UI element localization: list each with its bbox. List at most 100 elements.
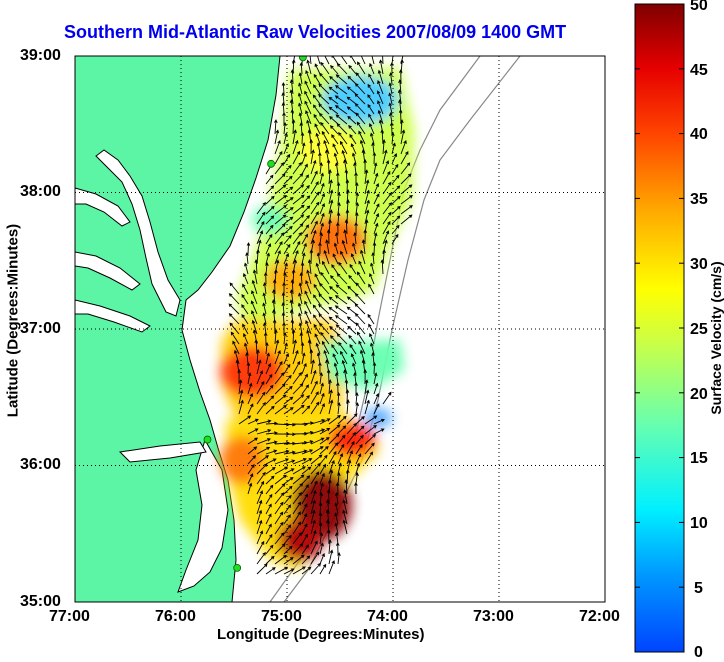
colorbar-tick-label: 20 bbox=[690, 386, 708, 403]
velocity-arrow bbox=[400, 184, 413, 195]
velocity-arrow bbox=[283, 568, 295, 575]
velocity-arrow bbox=[382, 149, 388, 165]
bay-river bbox=[75, 251, 141, 291]
velocity-arrow bbox=[265, 533, 273, 545]
velocity-arrow bbox=[346, 441, 355, 455]
velocity-arrow bbox=[369, 332, 375, 345]
velocity-arrow bbox=[282, 112, 286, 125]
velocity-arrow bbox=[305, 110, 312, 125]
velocity-arrow bbox=[337, 425, 347, 435]
velocity-arrow bbox=[328, 296, 339, 305]
velocity-arrow bbox=[368, 113, 375, 125]
velocity-arrow bbox=[251, 290, 258, 305]
velocity-arrow bbox=[348, 274, 357, 285]
velocity-arrow bbox=[283, 225, 293, 235]
velocity-arrow bbox=[319, 372, 323, 385]
velocity-arrow bbox=[283, 407, 294, 415]
velocity-arrow bbox=[291, 329, 296, 345]
velocity-arrow bbox=[274, 372, 285, 385]
station-markers bbox=[203, 56, 307, 572]
velocity-arrow bbox=[325, 239, 330, 255]
velocity-arrow bbox=[242, 283, 249, 295]
velocity-arrow bbox=[364, 189, 370, 205]
velocity-arrow bbox=[283, 374, 292, 385]
velocity-arrow bbox=[283, 272, 287, 285]
velocity-arrow bbox=[274, 361, 283, 375]
velocity-arrow bbox=[310, 551, 320, 565]
velocity-arrow bbox=[274, 543, 286, 555]
velocity-arrow bbox=[382, 230, 390, 245]
velocity-arrow bbox=[310, 369, 317, 385]
velocity-arrow bbox=[318, 152, 322, 165]
velocity-arrow bbox=[242, 272, 249, 285]
velocity-arrow bbox=[300, 262, 305, 275]
velocity-arrow bbox=[334, 295, 348, 305]
velocity-arrow bbox=[310, 149, 315, 165]
velocity-arrow bbox=[334, 502, 339, 515]
velocity-arrow bbox=[377, 100, 384, 115]
velocity-arrow bbox=[388, 82, 393, 95]
velocity-arrow bbox=[251, 319, 258, 335]
velocity-arrow bbox=[241, 293, 249, 305]
velocity-arrow bbox=[312, 304, 321, 315]
velocity-arrow bbox=[363, 159, 367, 175]
velocity-arrow bbox=[336, 392, 341, 405]
velocity-arrow bbox=[262, 282, 267, 295]
velocity-arrow bbox=[299, 62, 304, 75]
velocity-arrow bbox=[274, 232, 285, 245]
velocity-arrow bbox=[400, 129, 406, 145]
velocity-arrow bbox=[256, 419, 272, 425]
velocity-arrow bbox=[361, 239, 366, 255]
colorbar-tick-label: 40 bbox=[690, 126, 708, 143]
velocity-arrow bbox=[348, 124, 357, 135]
velocity-arrow bbox=[300, 132, 305, 145]
velocity-arrow bbox=[229, 282, 240, 295]
velocity-arrow bbox=[328, 379, 332, 395]
velocity-arrow bbox=[310, 380, 318, 395]
velocity-arrow bbox=[301, 513, 308, 525]
velocity-arrow bbox=[256, 519, 263, 535]
velocity-arrow bbox=[250, 300, 258, 315]
velocity-arrow bbox=[336, 333, 348, 345]
velocity-arrow bbox=[306, 59, 312, 75]
velocity-arrow bbox=[292, 349, 299, 365]
velocity-arrow bbox=[304, 100, 312, 115]
velocity-arrow bbox=[265, 449, 278, 455]
velocity-arrow bbox=[310, 211, 319, 225]
velocity-arrow bbox=[265, 513, 272, 525]
velocity-arrow bbox=[382, 139, 386, 155]
velocity-arrow bbox=[382, 391, 392, 405]
velocity-arrow bbox=[335, 532, 339, 545]
velocity-arrow bbox=[373, 193, 380, 205]
velocity-arrow bbox=[283, 363, 291, 375]
velocity-arrow bbox=[274, 383, 286, 395]
velocity-arrow bbox=[256, 455, 270, 465]
velocity-arrow bbox=[273, 119, 278, 135]
velocity-arrow bbox=[274, 162, 285, 175]
velocity-arrow bbox=[335, 284, 348, 295]
velocity-arrow bbox=[274, 329, 278, 345]
velocity-arrow bbox=[274, 511, 284, 525]
velocity-arrow bbox=[301, 195, 311, 205]
y-axis-title: Latitude (Degrees:Minutes) bbox=[4, 223, 22, 418]
velocity-arrow bbox=[373, 222, 379, 235]
colorbar-label: Surface Velocity (cm/s) bbox=[708, 261, 724, 415]
velocity-arrow bbox=[340, 350, 348, 365]
velocity-arrow bbox=[256, 540, 265, 555]
velocity-arrow bbox=[292, 492, 302, 505]
station-marker bbox=[203, 435, 212, 444]
velocity-arrow bbox=[348, 334, 357, 345]
velocity-arrow bbox=[364, 424, 377, 435]
velocity-arrow bbox=[256, 471, 266, 485]
velocity-arrow bbox=[274, 339, 280, 355]
velocity-arrow bbox=[354, 392, 359, 405]
velocity-arrow bbox=[312, 104, 321, 115]
velocity-arrow bbox=[282, 322, 286, 335]
velocity-arrow bbox=[320, 331, 330, 345]
velocity-arrow bbox=[322, 260, 330, 275]
velocity-arrow bbox=[310, 540, 318, 555]
velocity-arrow bbox=[318, 512, 323, 525]
velocity-arrow bbox=[301, 152, 307, 165]
x-tick-label: 75:00 bbox=[261, 608, 302, 625]
velocity-arrow bbox=[368, 73, 375, 85]
